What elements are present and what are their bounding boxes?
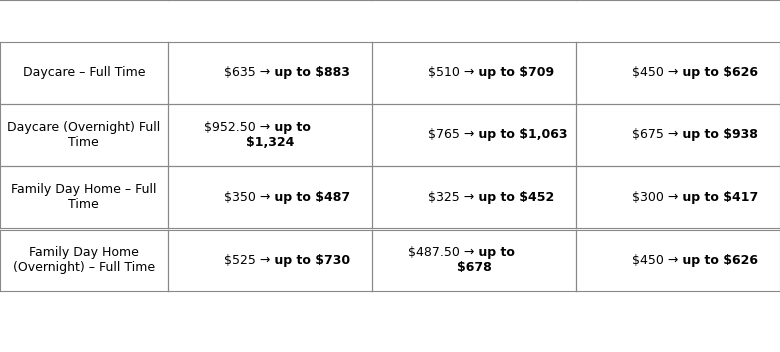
Bar [576,230,780,291]
Text: $675 →: $675 → [632,128,679,142]
Bar [0,104,168,166]
Text: $325 →: $325 → [428,191,474,204]
Text: $1,324: $1,324 [246,136,294,149]
Bar [0,230,168,291]
Text: up to $417: up to $417 [679,191,758,204]
Text: Family Day Home
(Overnight) – Full Time: Family Day Home (Overnight) – Full Time [12,246,155,274]
Text: $300 →: $300 → [632,191,679,204]
Text: up to $1,063: up to $1,063 [474,128,568,142]
Text: up to $730: up to $730 [270,254,350,266]
Bar [168,230,372,291]
Text: Daycare – Full Time: Daycare – Full Time [23,66,145,79]
Text: $487.50 →: $487.50 → [408,246,474,259]
Bar [168,42,372,104]
Text: up to: up to [474,246,515,259]
Text: $450 →: $450 → [632,254,679,266]
Bar [168,166,372,228]
Bar [0,42,168,104]
Text: Daycare (Overnight) Full
Time: Daycare (Overnight) Full Time [7,121,161,149]
Text: up to $626: up to $626 [679,66,758,79]
Text: up to $452: up to $452 [474,191,555,204]
Text: Family Day Home – Full
Time: Family Day Home – Full Time [11,183,157,211]
Bar [576,166,780,228]
Bar [372,42,576,104]
Bar [576,42,780,104]
Text: up to $938: up to $938 [679,128,758,142]
Text: $450 →: $450 → [632,66,679,79]
Bar [168,104,372,166]
Text: $952.50 →: $952.50 → [204,121,270,134]
Text: $678: $678 [457,261,491,274]
Text: $350 →: $350 → [224,191,270,204]
Text: up to: up to [270,121,310,134]
Text: $525 →: $525 → [224,254,270,266]
Text: up to $626: up to $626 [679,254,758,266]
Bar [576,104,780,166]
Text: $765 →: $765 → [428,128,474,142]
Bar [0,166,168,228]
Bar [372,230,576,291]
Text: $510 →: $510 → [428,66,474,79]
Bar [372,104,576,166]
Text: up to $487: up to $487 [270,191,350,204]
Text: up to $883: up to $883 [270,66,349,79]
Bar [372,166,576,228]
Text: up to $709: up to $709 [474,66,555,79]
Text: $635 →: $635 → [224,66,270,79]
